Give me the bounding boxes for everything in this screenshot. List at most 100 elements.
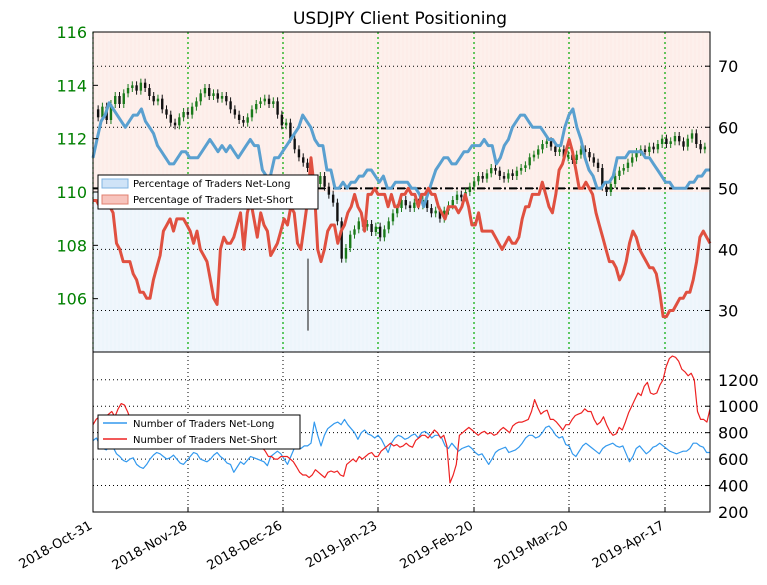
right-axis-label: 600 [718,450,749,469]
price-candle [472,181,476,187]
price-candle [118,96,121,104]
left-axis-label: 116 [56,23,87,42]
x-axis-label: 2019-Mar-20 [492,518,571,572]
price-candle [169,114,172,123]
pct-net-long-line [91,101,710,209]
legend-label-count-long: Number of Traders Net-Long [133,419,274,430]
right-axis-label: 1200 [718,371,759,390]
price-candle [267,98,271,104]
x-axis-label: 2019-Jan-23 [303,518,380,571]
price-candle [391,213,395,222]
price-candle [404,200,407,206]
price-candle [425,200,429,208]
price-candle [182,112,185,118]
right-axis-label: 60 [718,118,738,137]
top-panel: 106 108 110 112 114 116 30 40 50 60 70 Percentage o… [56,23,738,353]
price-candle [344,248,348,259]
price-candle [511,173,514,176]
price-candle [648,146,651,152]
price-candle [331,194,335,203]
legend-swatch-long [101,178,129,189]
price-candle [284,122,288,126]
legend-label-pct-short: Percentage of Traders Net-Short [133,195,293,206]
left-axis-label: 108 [56,236,87,255]
price-candle [114,96,117,104]
price-candle [434,210,437,214]
price-candle [319,176,322,184]
price-candle [302,157,305,163]
x-axis-label: 2019-Feb-20 [397,518,476,572]
price-candle [109,104,113,120]
price-candle [336,202,339,222]
price-candle [101,106,104,118]
price-candle [199,93,202,102]
price-candle [259,101,262,104]
price-candle [669,141,672,144]
x-axis-label: 2018-Nov-28 [110,518,190,573]
price-candle [212,93,215,96]
price-candle [665,138,668,144]
price-candle [515,170,519,176]
price-candle [246,117,249,123]
price-candle [601,168,604,187]
price-candle [323,176,326,187]
price-candle [532,154,536,158]
price-candle [400,200,403,208]
price-candle [588,152,591,158]
price-candle [519,168,523,171]
price-candle [378,226,382,238]
price-candle [135,85,138,91]
price-candle [554,146,557,152]
price-candle [494,168,497,171]
price-candle [396,208,399,214]
price-candle [618,170,621,176]
price-candle [592,157,595,163]
bottom-panel: 200 400 600 800 1000 1200 Number of Traders Ne… [17,351,759,574]
price-candle [413,202,416,208]
price-candle [96,109,100,118]
bottom-panel-frame [92,351,711,513]
right-axis-label: 30 [718,301,738,320]
x-axis-label: 2019-Apr-17 [590,518,667,571]
price-candle [225,96,228,102]
price-candle [703,146,707,150]
x-axis-label: 2018-Oct-31 [17,518,95,572]
legend-label-count-short: Number of Traders Net-Short [133,435,277,446]
price-candle [605,186,608,192]
price-candle [229,101,232,110]
price-candle [297,149,301,158]
top-legend: Percentage of Traders Net-Long Percentage… [97,174,319,210]
legend-swatch-short [101,194,129,205]
left-axis-label: 110 [56,183,87,202]
price-candle [237,114,241,120]
price-candle [507,173,510,179]
right-axis-label: 40 [718,240,738,259]
bottom-legend-box [97,414,301,450]
price-candle [579,149,583,155]
right-axis-label: 400 [718,477,749,496]
legend-label-pct-long: Percentage of Traders Net-Long [133,179,291,190]
price-candle [186,112,190,115]
price-candle [566,154,570,158]
price-candle [242,120,245,123]
price-candle [455,194,459,200]
price-candle [340,221,343,259]
price-candle [622,168,625,171]
right-axis-label: 70 [718,57,738,76]
price-candle [143,82,147,88]
price-candle [682,141,685,147]
price-candle [626,162,630,168]
price-candle [537,149,540,155]
price-candle [695,133,698,144]
price-candle [558,149,561,152]
price-candle [408,205,412,208]
right-axis-label: 200 [718,503,749,522]
price-candle [631,157,634,163]
top-legend-box [97,174,319,210]
price-candle [216,93,219,99]
x-axis-label: 2018-Dec-26 [205,518,285,573]
price-candle [451,200,454,206]
price-candle [250,109,254,118]
right-axis-label: 800 [718,424,749,443]
price-candle [272,101,275,104]
